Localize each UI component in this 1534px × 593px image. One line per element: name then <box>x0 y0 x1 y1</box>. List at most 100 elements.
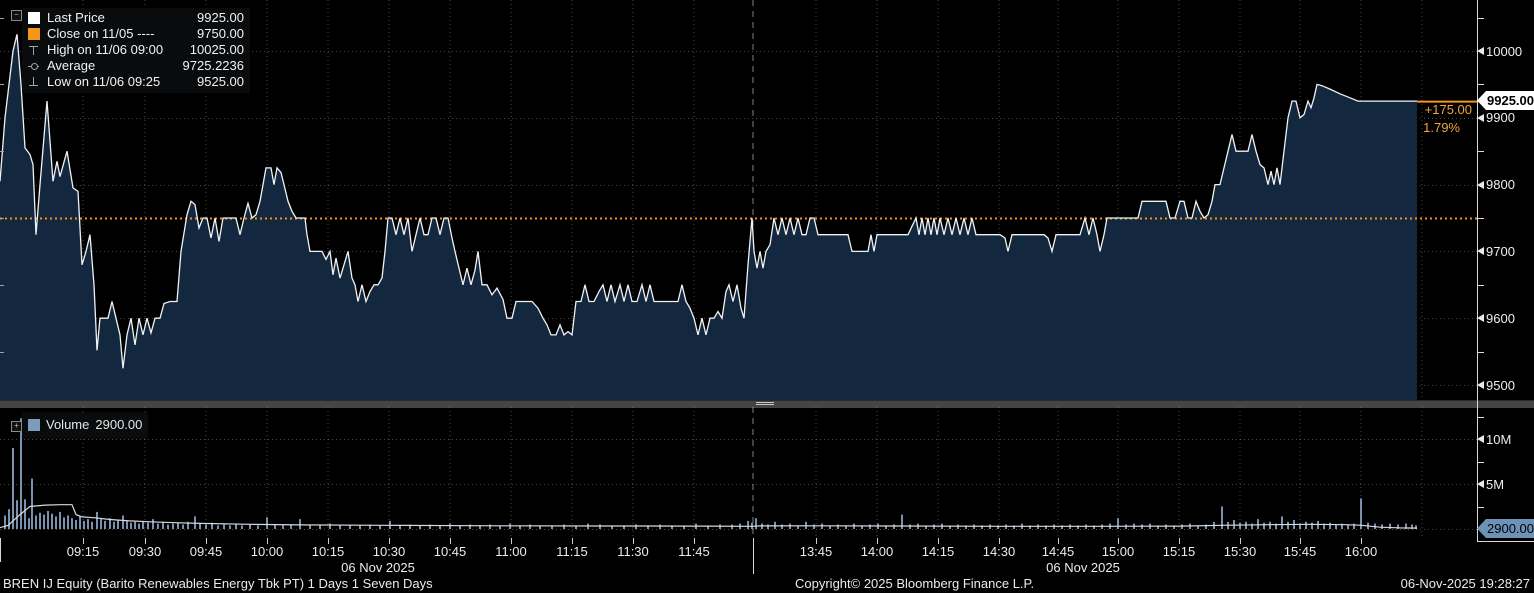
volume-swatch-icon <box>28 419 40 431</box>
volume-bar <box>329 523 331 529</box>
high-marker-icon <box>28 45 43 55</box>
volume-bar <box>1205 524 1207 529</box>
time-tick <box>1058 538 1059 544</box>
date-label-1: 06 Nov 2025 <box>1046 560 1120 575</box>
volume-chart-canvas[interactable] <box>0 407 1477 538</box>
volume-bar <box>51 513 53 529</box>
volume-bar <box>290 524 292 529</box>
price-axis-edge-tick <box>0 351 4 353</box>
volume-bar <box>87 519 89 529</box>
price-chart-canvas[interactable] <box>0 0 1477 400</box>
time-label-11:30: 11:30 <box>617 544 649 559</box>
volume-bar <box>1405 523 1407 529</box>
volume-expand-icon[interactable]: + <box>11 421 22 432</box>
time-tick <box>145 538 146 544</box>
volume-bar <box>39 512 41 529</box>
time-tick <box>1240 538 1241 544</box>
volume-bar <box>157 523 159 529</box>
volume-bar <box>1045 525 1047 529</box>
time-label-13:45: 13:45 <box>799 544 833 559</box>
volume-average-line <box>0 504 1418 529</box>
volume-bar <box>635 524 637 529</box>
volume-bar <box>767 524 769 529</box>
volume-legend[interactable]: Volume 2900.00 <box>22 412 149 439</box>
volume-bar <box>1173 525 1175 529</box>
axis-arrow-icon <box>1477 47 1484 55</box>
time-label-10:00: 10:00 <box>250 544 284 559</box>
price-axis-minor-tick <box>1478 284 1484 286</box>
price-pane[interactable] <box>0 0 1477 400</box>
volume-bar <box>575 525 577 529</box>
average-marker-icon <box>28 61 43 71</box>
legend-row-low[interactable]: Low on 11/06 09:25 9525.00 <box>28 74 244 90</box>
price-axis-edge-tick <box>0 17 4 19</box>
volume-bar <box>12 448 14 529</box>
price-axis-minor-tick <box>1478 218 1484 219</box>
volume-bar <box>100 519 102 529</box>
time-tick <box>511 538 512 544</box>
legend-value: 9925.00 <box>197 10 244 25</box>
volume-bar <box>997 525 999 529</box>
volume-bar <box>1335 524 1337 529</box>
volume-bar <box>797 525 799 529</box>
volume-legend-label: Volume <box>46 417 90 432</box>
time-label-09:15: 09:15 <box>66 544 100 559</box>
volume-bar <box>499 525 501 529</box>
volume-bar <box>1157 525 1159 529</box>
time-tick <box>877 538 878 544</box>
volume-bar <box>1181 524 1183 529</box>
volume-bar <box>152 519 154 529</box>
volume-bar <box>1329 522 1331 529</box>
volume-bar <box>182 524 184 529</box>
axis-arrow-icon <box>1477 480 1484 488</box>
time-label-15:00: 15:00 <box>1101 544 1135 559</box>
legend-row-prev-close[interactable]: Close on 11/05 ---- 9750.00 <box>28 26 244 42</box>
volume-bar <box>147 522 149 529</box>
volume-bar <box>59 511 61 529</box>
volume-bar <box>138 523 140 529</box>
legend-row-high[interactable]: High on 11/06 09:00 10025.00 <box>28 42 244 58</box>
pane-resize-grip-icon[interactable] <box>756 402 774 406</box>
last-price-badge: 9925.00 <box>1477 91 1534 110</box>
volume-bar <box>1415 525 1417 529</box>
time-tick <box>389 538 390 544</box>
volume-bar <box>647 525 649 529</box>
volume-bar <box>299 519 301 529</box>
legend-row-average[interactable]: Average 9725.2236 <box>28 58 244 74</box>
time-label-16:00: 16:00 <box>1344 544 1378 559</box>
volume-bar <box>539 525 541 529</box>
price-axis-minor-tick <box>1478 351 1484 353</box>
terminal-timestamp: 06-Nov-2025 19:28:27 <box>1400 576 1530 591</box>
volume-bar <box>599 524 601 529</box>
legend-collapse-icon[interactable]: − <box>11 10 22 21</box>
price-axis-edge-tick <box>0 284 4 286</box>
volume-bar <box>469 524 471 529</box>
volume-axis-minor-tick <box>1478 416 1484 418</box>
volume-bar <box>489 524 491 529</box>
volume-bar <box>83 520 85 529</box>
volume-bar <box>1389 523 1391 529</box>
volume-pane[interactable] <box>0 407 1477 538</box>
volume-bar <box>71 518 73 529</box>
legend-value: 9725.2236 <box>182 58 244 73</box>
volume-bar <box>813 524 815 529</box>
price-axis-label-9500: 9500 <box>1477 377 1515 393</box>
volume-bar <box>359 525 361 529</box>
volume-bar <box>67 515 69 529</box>
price-axis-label-9700: 9700 <box>1477 243 1515 259</box>
time-tick <box>572 538 573 544</box>
legend-row-last-price[interactable]: Last Price 9925.00 <box>28 10 244 26</box>
volume-bar <box>1239 522 1241 529</box>
time-label-11:00: 11:00 <box>495 544 527 559</box>
time-label-10:45: 10:45 <box>433 544 467 559</box>
time-tick <box>206 538 207 544</box>
volume-bar <box>551 525 553 529</box>
axis-arrow-icon <box>1477 113 1484 122</box>
volume-bar <box>671 525 673 529</box>
volume-bar <box>1281 516 1283 529</box>
volume-bar <box>109 518 111 529</box>
time-label-14:45: 14:45 <box>1041 544 1075 559</box>
time-tick <box>694 538 695 544</box>
volume-bar <box>122 515 124 529</box>
